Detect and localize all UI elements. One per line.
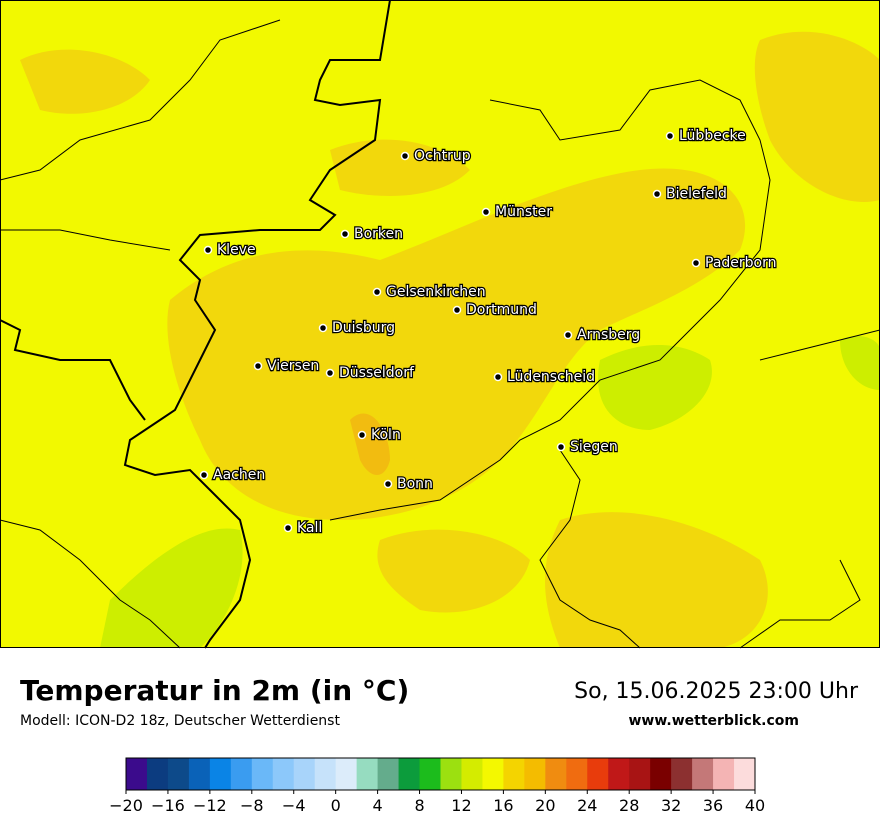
colorbar-tick-label: 36 [703, 796, 723, 815]
colorbar-tick-label: −12 [193, 796, 227, 815]
colorbar-swatch [209, 758, 232, 790]
colorbar-swatch [419, 758, 441, 790]
city-dot [203, 245, 213, 255]
colorbar-swatch [671, 758, 693, 790]
colorbar-swatch [608, 758, 630, 790]
colorbar-swatch [524, 758, 546, 790]
city-label: Bonn [397, 476, 433, 492]
city-label: Gelsenkirchen [386, 284, 486, 300]
colorbar-swatch [230, 758, 253, 790]
hot-area [350, 413, 390, 475]
colorbar-swatch [251, 758, 274, 790]
city-label: Viersen [267, 358, 319, 374]
warm-areas [20, 31, 880, 648]
colorbar-swatch [566, 758, 588, 790]
city-dot [253, 361, 263, 371]
city-dot [556, 442, 566, 452]
city-label: Bielefeld [666, 186, 727, 202]
colorbar-swatch [503, 758, 525, 790]
city-dot [340, 229, 350, 239]
colorbar-swatch [713, 758, 735, 790]
city-dot [563, 330, 573, 340]
colorbar-tick-label: −20 [109, 796, 143, 815]
colorbar-swatch [440, 758, 462, 790]
colorbar-tick-label: −4 [282, 796, 306, 815]
colorbar-swatch [356, 758, 379, 790]
colorbar-tick-label: 28 [619, 796, 639, 815]
city-dot [383, 479, 393, 489]
colorbar-swatch [146, 758, 169, 790]
city-dot [199, 470, 209, 480]
city-label: Kleve [217, 242, 256, 258]
borders [0, 0, 880, 649]
city-dot [325, 368, 335, 378]
colorbar-swatch [734, 758, 756, 790]
website: www.wetterblick.com [629, 713, 800, 729]
city-dot [372, 287, 382, 297]
city-dot [493, 372, 503, 382]
colorbar-tick-label: −8 [240, 796, 264, 815]
city-dot [318, 323, 328, 333]
subtitle: Modell: ICON-D2 18z, Deutscher Wetterdie… [20, 713, 340, 729]
colorbar-swatch [377, 758, 400, 790]
city-label: Borken [354, 226, 403, 242]
city-label: Aachen [213, 467, 265, 483]
colorbar-tick-label: 20 [535, 796, 555, 815]
city-label: Düsseldorf [339, 365, 415, 381]
colorbar-swatch [314, 758, 337, 790]
city-layer: Lübbecke Ochtrup Bielefeld Münster Borken Kle… [199, 127, 778, 537]
date: So, 15.06.2025 23:00 Uhr [574, 679, 859, 704]
city-dot [652, 189, 662, 199]
colorbar-tick-label: 4 [373, 796, 383, 815]
colorbar-tick-label: 8 [414, 796, 424, 815]
city-label: Duisburg [332, 320, 395, 336]
city-dot [691, 258, 701, 268]
city-dot [481, 207, 491, 217]
city-dot [452, 305, 462, 315]
colorbar-swatch [126, 758, 148, 790]
city-label: Ochtrup [414, 148, 471, 164]
colorbar-swatch [629, 758, 651, 790]
colorbar-swatch [335, 758, 358, 790]
colorbar-swatch [188, 758, 211, 790]
colorbar-swatch [482, 758, 504, 790]
colorbar-tick-label: −16 [151, 796, 185, 815]
city-label: Münster [495, 204, 552, 220]
colorbar-tick-label: 16 [493, 796, 513, 815]
colorbar-swatch [545, 758, 567, 790]
city-label: Lüdenscheid [507, 369, 595, 385]
colorbar-tick-label: 40 [745, 796, 765, 815]
colorbar-swatch [587, 758, 609, 790]
city-label: Dortmund [466, 302, 537, 318]
city-label: Siegen [570, 439, 618, 455]
city-dot [400, 151, 410, 161]
colorbar-tick-label: 32 [661, 796, 681, 815]
colorbar-swatch [692, 758, 714, 790]
colorbar-tick-label: 24 [577, 796, 597, 815]
city-dot [357, 430, 367, 440]
title: Temperatur in 2m (in °C) [20, 674, 409, 707]
cool-areas [100, 335, 880, 648]
city-label: Köln [371, 427, 401, 443]
city-label: Arnsberg [577, 327, 640, 343]
city-label: Lübbecke [679, 128, 746, 144]
colorbar-frame [125, 757, 756, 791]
city-label: Kall [297, 520, 322, 536]
colorbar-swatch [167, 758, 190, 790]
colorbar-swatch [461, 758, 483, 790]
colorbar-tick-label: 0 [331, 796, 341, 815]
colorbar-swatch [272, 758, 295, 790]
colorbar-swatch [398, 758, 421, 790]
colorbar: −20 −16 −12 −8 −4 0 4 8 12 16 20 24 28 32 36 40 [109, 757, 765, 815]
colorbar-tick-label: 12 [451, 796, 471, 815]
city-dot [665, 131, 675, 141]
colorbar-swatch [650, 758, 672, 790]
colorbar-swatch [293, 758, 316, 790]
city-dot [283, 523, 293, 533]
city-label: Paderborn [705, 255, 776, 271]
